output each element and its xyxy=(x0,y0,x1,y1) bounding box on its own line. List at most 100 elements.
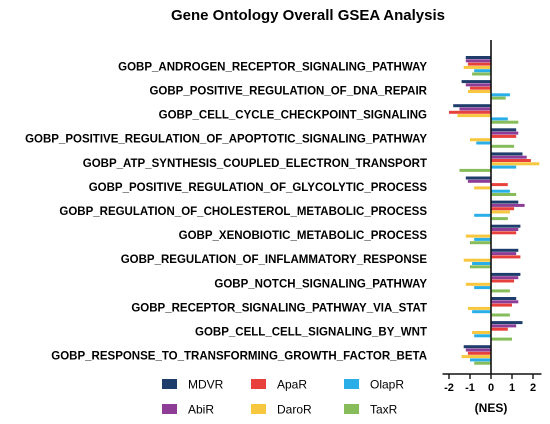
legend-swatch-olapr xyxy=(344,379,359,389)
bars-layer xyxy=(449,56,540,365)
category-labels: GOBP_ANDROGEN_RECEPTOR_SIGNALING_PATHWAY… xyxy=(25,61,428,362)
chart-title: Gene Ontology Overall GSEA Analysis xyxy=(171,7,445,24)
bar-mdvr-2 xyxy=(453,104,491,108)
axes-layer: -2 -1 0 1 2 xyxy=(442,40,542,394)
legend-label-daror: DaroR xyxy=(277,403,312,417)
bar-apar-6 xyxy=(491,207,515,211)
bar-abir-8 xyxy=(491,252,517,256)
bar-taxr-8 xyxy=(470,265,491,269)
legend-swatch-abir xyxy=(162,404,177,414)
bar-apar-1 xyxy=(470,86,491,90)
bar-daror-1 xyxy=(467,90,491,93)
bar-apar-0 xyxy=(467,62,491,66)
category-label: GOBP_REGULATION_OF_CHOLESTEROL_METABOLIC… xyxy=(59,206,427,218)
bar-taxr-4 xyxy=(459,168,491,172)
x-tick-label: 0 xyxy=(488,382,494,394)
legend-swatch-daror xyxy=(251,404,266,414)
bar-daror-3 xyxy=(470,138,491,142)
bar-abir-5 xyxy=(467,179,491,183)
bar-olapr-3 xyxy=(476,141,491,145)
legend-label-apar: ApaR xyxy=(277,378,307,392)
bar-daror-9 xyxy=(465,282,491,286)
bar-abir-4 xyxy=(491,155,527,159)
bar-apar-12 xyxy=(467,351,491,355)
category-label: GOBP_POSITIVE_REGULATION_OF_GLYCOLYTIC_P… xyxy=(89,182,428,194)
x-axis-label: (NES) xyxy=(475,401,508,415)
bar-apar-3 xyxy=(491,134,517,138)
bar-olapr-0 xyxy=(474,69,491,73)
bar-taxr-11 xyxy=(491,337,512,341)
bar-olapr-2 xyxy=(491,117,508,121)
bar-daror-10 xyxy=(467,306,491,310)
x-tick-label: -1 xyxy=(465,382,475,394)
x-tick-label: 1 xyxy=(509,382,515,394)
bar-apar-10 xyxy=(491,303,512,307)
category-label: GOBP_CELL_CELL_SIGNALING_BY_WNT xyxy=(195,327,427,339)
bar-taxr-6 xyxy=(491,217,508,221)
category-label: GOBP_POSITIVE_REGULATION_OF_DNA_REPAIR xyxy=(149,86,427,98)
bar-apar-2 xyxy=(449,110,491,114)
bar-apar-7 xyxy=(491,231,517,235)
legend-label-abir: AbiR xyxy=(188,403,214,417)
bar-taxr-3 xyxy=(491,144,515,148)
legend-label-mdvr: MDVR xyxy=(188,378,224,392)
bar-olapr-1 xyxy=(491,93,510,97)
bar-mdvr-8 xyxy=(491,248,519,252)
category-label: GOBP_POSITIVE_REGULATION_OF_APOPTOTIC_SI… xyxy=(25,134,427,146)
bar-olapr-6 xyxy=(474,213,491,217)
bar-daror-5 xyxy=(474,186,491,190)
bar-daror-6 xyxy=(491,210,510,214)
category-label: GOBP_CELL_CYCLE_CHECKPOINT_SIGNALING xyxy=(159,110,427,122)
bar-daror-0 xyxy=(463,65,491,69)
bar-mdvr-10 xyxy=(491,297,517,300)
bar-daror-4 xyxy=(491,162,540,166)
legend-swatch-taxr xyxy=(344,404,359,414)
bar-daror-11 xyxy=(472,331,491,334)
legend-label-olapr: OlapR xyxy=(370,378,404,392)
category-label: GOBP_RESPONSE_TO_TRANSFORMING_GROWTH_FAC… xyxy=(51,351,427,363)
bar-mdvr-7 xyxy=(491,224,521,228)
category-label: GOBP_RECEPTOR_SIGNALING_PATHWAY_VIA_STAT xyxy=(131,302,427,314)
bar-apar-4 xyxy=(491,159,531,162)
bar-taxr-10 xyxy=(491,313,510,317)
bar-olapr-11 xyxy=(474,334,491,338)
bar-olapr-10 xyxy=(472,310,491,314)
bar-mdvr-12 xyxy=(463,345,491,349)
bar-taxr-2 xyxy=(491,120,519,124)
bar-abir-12 xyxy=(465,348,491,352)
bar-mdvr-0 xyxy=(465,56,491,59)
legend-swatch-mdvr xyxy=(162,379,177,389)
category-label: GOBP_REGULATION_OF_INFLAMMATORY_RESPONSE xyxy=(121,254,428,266)
bar-taxr-9 xyxy=(491,289,510,293)
bar-abir-2 xyxy=(459,107,491,111)
bar-taxr-0 xyxy=(472,72,491,76)
bar-mdvr-3 xyxy=(491,128,517,132)
bar-mdvr-1 xyxy=(461,80,491,84)
bar-taxr-1 xyxy=(491,96,506,100)
bar-olapr-9 xyxy=(474,286,491,290)
bar-abir-0 xyxy=(465,59,491,63)
bar-abir-9 xyxy=(491,276,519,280)
bar-taxr-7 xyxy=(470,241,491,245)
bar-apar-11 xyxy=(491,327,508,331)
bar-olapr-4 xyxy=(491,165,517,169)
legend-label-taxr: TaxR xyxy=(370,403,398,417)
bar-abir-7 xyxy=(491,228,519,231)
bar-mdvr-6 xyxy=(491,200,519,204)
legend-swatch-apar xyxy=(251,379,266,389)
bar-taxr-5 xyxy=(491,193,517,196)
bar-abir-1 xyxy=(465,83,491,87)
category-label: GOBP_XENOBIOTIC_METABOLIC_PROCESS xyxy=(179,230,428,242)
category-label: GOBP_ATP_SYNTHESIS_COUPLED_ELECTRON_TRAN… xyxy=(83,158,427,170)
bar-daror-12 xyxy=(461,355,491,359)
bar-olapr-12 xyxy=(470,358,491,362)
bar-mdvr-9 xyxy=(491,272,521,276)
bar-mdvr-11 xyxy=(491,321,523,325)
bar-abir-6 xyxy=(491,203,525,207)
legend: MDVR AbiR ApaR DaroR OlapR TaxR xyxy=(162,378,404,417)
bar-apar-8 xyxy=(491,255,521,259)
bar-daror-8 xyxy=(463,258,491,262)
bar-mdvr-5 xyxy=(465,176,491,180)
bar-daror-7 xyxy=(465,234,491,238)
